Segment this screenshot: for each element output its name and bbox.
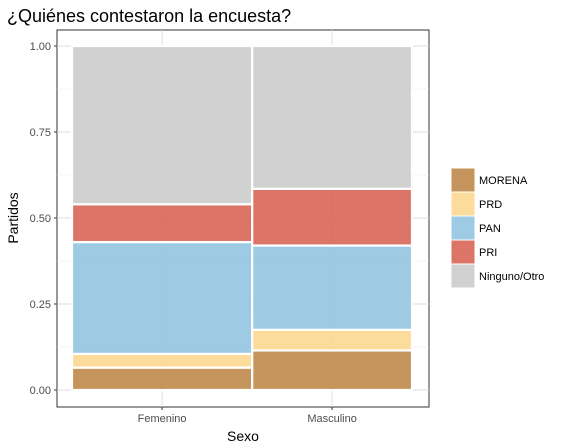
legend-key-pri: [450, 239, 476, 265]
y-tick-label: 0.00: [30, 385, 51, 397]
legend-label: MORENA: [479, 175, 528, 187]
chart-title: ¿Quiénes contestaron la encuesta?: [7, 6, 291, 26]
bar-segment-femenino-prd: [70, 352, 254, 369]
bar-segment-femenino-pri: [70, 203, 254, 244]
bar-segment-masculino-morena: [251, 349, 414, 392]
y-tick-label: 0.25: [30, 299, 51, 311]
y-axis-label: Partidos: [5, 192, 21, 243]
legend-key-morena: [450, 167, 476, 193]
bar-segment-masculino-prd: [251, 328, 414, 352]
y-tick-label: 1.00: [30, 41, 51, 53]
bar-segment-masculino-pan: [251, 244, 414, 331]
legend-key-prd: [450, 191, 476, 217]
legend-label: PAN: [479, 223, 501, 235]
x-axis-label: Sexo: [227, 428, 259, 444]
legend-key-ningunootro: [450, 263, 476, 289]
legend-key-pan: [450, 215, 476, 241]
y-tick-label: 0.75: [30, 127, 51, 139]
bar-segment-femenino-morena: [70, 366, 254, 392]
y-tick-label: 0.50: [30, 213, 51, 225]
legend: MORENA PRD PAN PRI Ninguno/Otro: [450, 167, 544, 289]
bar-segment-femenino-pan: [70, 240, 254, 355]
bar-segment-masculino-pri: [251, 187, 414, 247]
bar-segments: [70, 44, 414, 392]
legend-label: PRI: [479, 247, 497, 259]
bar-segment-masculino-ningunootro: [251, 44, 414, 190]
x-tick-label: Femenino: [138, 413, 187, 425]
x-axis-ticks: Femenino Masculino: [138, 407, 357, 425]
bar-segment-femenino-ningunootro: [70, 44, 254, 206]
legend-label: PRD: [479, 199, 502, 211]
x-tick-label: Masculino: [307, 413, 357, 425]
legend-label: Ninguno/Otro: [479, 271, 544, 283]
y-axis-ticks: 0.00 0.25 0.50 0.75 1.00: [30, 41, 57, 397]
